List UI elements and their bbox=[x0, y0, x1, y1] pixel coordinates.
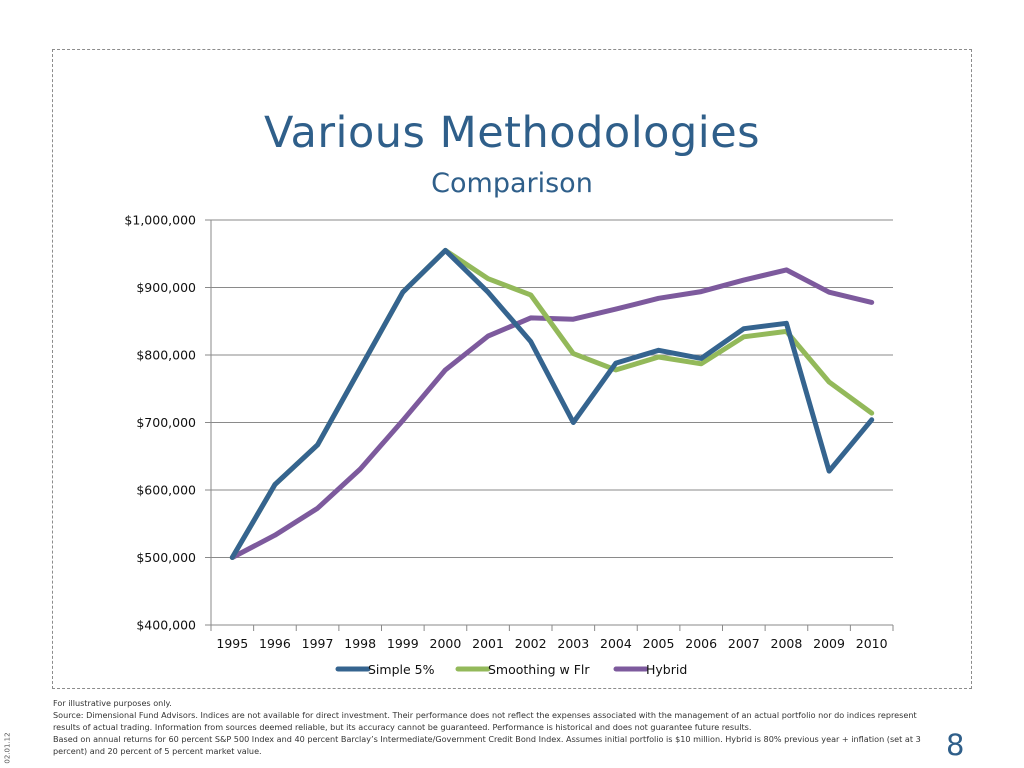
x-tick-label: 1997 bbox=[302, 636, 334, 651]
y-tick-label: $900,000 bbox=[136, 280, 196, 295]
y-tick-label: $400,000 bbox=[136, 618, 196, 633]
legend-label: Smoothing w Flr bbox=[488, 662, 590, 677]
y-tick-label: $1,000,000 bbox=[124, 213, 196, 228]
page-number: 8 bbox=[946, 728, 965, 762]
footnote-source: Source: Dimensional Fund Advisors. Indic… bbox=[53, 710, 917, 732]
series-line-smoothing-w-flr bbox=[229, 247, 875, 560]
slide-frame bbox=[52, 49, 972, 689]
date-stamp: 02.01.12 bbox=[3, 732, 12, 764]
legend-label: Hybrid bbox=[646, 662, 687, 677]
x-tick-label: 2007 bbox=[728, 636, 760, 651]
footnote-methodology: Based on annual returns for 60 percent S… bbox=[53, 734, 921, 756]
legend-label: Simple 5% bbox=[368, 662, 435, 677]
footnotes: For illustrative purposes only. Source: … bbox=[53, 697, 923, 757]
x-tick-label: 1998 bbox=[344, 636, 376, 651]
x-tick-label: 2008 bbox=[771, 636, 803, 651]
y-tick-label: $600,000 bbox=[136, 483, 196, 498]
x-tick-label: 1999 bbox=[387, 636, 419, 651]
x-tick-label: 2002 bbox=[515, 636, 547, 651]
y-tick-label: $500,000 bbox=[136, 550, 196, 565]
x-tick-label: 1996 bbox=[259, 636, 291, 651]
x-tick-label: 2000 bbox=[430, 636, 462, 651]
x-tick-label: 2010 bbox=[856, 636, 888, 651]
series-line-hybrid bbox=[229, 267, 875, 560]
x-tick-label: 2009 bbox=[813, 636, 845, 651]
series-line-simple-5- bbox=[229, 247, 875, 560]
x-tick-label: 2006 bbox=[685, 636, 717, 651]
x-tick-label: 1995 bbox=[216, 636, 248, 651]
slide-subtitle: Comparison bbox=[431, 168, 593, 199]
x-tick-label: 2001 bbox=[472, 636, 504, 651]
x-tick-label: 2004 bbox=[600, 636, 632, 651]
slide-title: Various Methodologies bbox=[263, 108, 761, 158]
x-tick-label: 2005 bbox=[643, 636, 675, 651]
footnote-disclaimer: For illustrative purposes only. bbox=[53, 698, 172, 708]
x-tick-label: 2003 bbox=[557, 636, 589, 651]
y-tick-label: $700,000 bbox=[136, 415, 196, 430]
y-tick-label: $800,000 bbox=[136, 348, 196, 363]
